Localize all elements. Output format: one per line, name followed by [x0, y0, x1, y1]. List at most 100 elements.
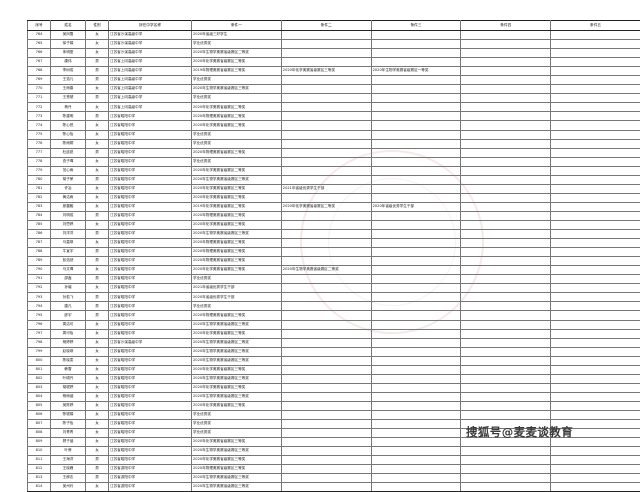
cell-school: 江苏省沙溪高级中学 — [109, 338, 192, 347]
cell-cond4 — [461, 465, 551, 474]
cell-seq: 766 — [28, 49, 51, 58]
cell-name: 陈心怡 — [51, 130, 86, 139]
cell-school: 江苏省昭阳中学 — [109, 239, 192, 248]
cell-name: 朱明霏 — [51, 49, 86, 58]
cell-cond1: 2020年化学奥赛省级赛区三等奖 — [192, 220, 282, 229]
cell-cond3 — [371, 121, 461, 130]
cell-sex: 女 — [86, 483, 109, 492]
cell-cond2 — [281, 85, 371, 94]
cell-cond5 — [551, 483, 640, 492]
cell-sex: 女 — [86, 383, 109, 392]
cell-cond2 — [281, 175, 371, 184]
cell-cond1: 2020年化学奥赛省级赛区三等奖 — [192, 456, 282, 465]
cell-cond5 — [551, 356, 640, 365]
cell-cond2 — [281, 420, 371, 429]
cell-cond5 — [551, 175, 640, 184]
cell-cond2 — [281, 365, 371, 374]
cell-cond4 — [461, 338, 551, 347]
cell-cond3 — [371, 85, 461, 94]
cell-school: 江苏省昭阳中学 — [109, 410, 192, 419]
cell-school: 江苏省昭阳中学 — [109, 130, 192, 139]
cell-school: 江苏省昭阳中学 — [109, 293, 192, 302]
cell-cond1: 2020年物理奥赛省级赛区二等奖 — [192, 112, 282, 121]
cell-cond2 — [281, 293, 371, 302]
cell-cond1: 2020年生物学奥赛省级赛区三等奖 — [192, 447, 282, 456]
column-header-sex: 性别 — [86, 21, 109, 31]
cell-cond1: 2020年生物学奥赛省级赛区二等奖 — [192, 338, 282, 347]
cell-school: 江苏省昭阳中学 — [109, 220, 192, 229]
cell-sex: 男 — [86, 275, 109, 284]
cell-cond3 — [371, 139, 461, 148]
cell-cond4 — [461, 365, 551, 374]
cell-school: 江苏省昭阳中学 — [109, 184, 192, 193]
cell-cond1: 2020年化学奥赛省级赛区三等奖 — [192, 193, 282, 202]
cell-cond1: 2020年生物学奥赛省级赛区二等奖 — [192, 49, 282, 58]
cell-cond1: 学业优秀奖 — [192, 94, 282, 103]
cell-cond3 — [371, 347, 461, 356]
table-header-row: 序号 姓名 性别 所在中学名称 条件一 条件二 条件三 条件四 条件五 — [28, 21, 640, 31]
cell-cond3 — [371, 365, 461, 374]
cell-cond5 — [551, 392, 640, 401]
cell-cond2 — [281, 374, 371, 383]
cell-sex: 女 — [86, 410, 109, 419]
cell-cond5 — [551, 202, 640, 211]
cell-cond5 — [551, 112, 640, 121]
cell-name: 黄洁雨 — [51, 193, 86, 202]
cell-cond4 — [461, 257, 551, 266]
cell-cond5 — [551, 338, 640, 347]
cell-seq: 784 — [28, 211, 51, 220]
cell-cond2 — [281, 94, 371, 103]
cell-cond2 — [281, 193, 371, 202]
cell-cond2 — [281, 220, 371, 229]
cell-name: 陈子怡 — [51, 420, 86, 429]
cell-school: 江苏省昭阳中学 — [109, 121, 192, 130]
cell-sex: 男 — [86, 311, 109, 320]
cell-name: 吴陈婷 — [51, 401, 86, 410]
cell-cond1: 2020年生物学奥赛省级赛区三等奖 — [192, 320, 282, 329]
cell-school: 江苏省昭阳中学 — [109, 420, 192, 429]
cell-cond3 — [371, 40, 461, 49]
cell-seq: 783 — [28, 202, 51, 211]
cell-cond5 — [551, 103, 640, 112]
cell-seq: 805 — [28, 401, 51, 410]
cell-seq: 807 — [28, 420, 51, 429]
cell-cond1: 学业优秀奖 — [192, 76, 282, 85]
cell-cond4 — [461, 94, 551, 103]
cell-cond3 — [371, 266, 461, 275]
cell-cond1: 2020年物理奥赛省级赛区三等奖 — [192, 148, 282, 157]
cell-name: 周洁可 — [51, 320, 86, 329]
cell-seq: 802 — [28, 374, 51, 383]
cell-cond3 — [371, 311, 461, 320]
cell-cond3 — [371, 383, 461, 392]
cell-seq: 811 — [28, 456, 51, 465]
cell-school: 江苏省昭阳中学 — [109, 392, 192, 401]
cell-cond4 — [461, 347, 551, 356]
cell-cond2 — [281, 429, 371, 438]
cell-cond5 — [551, 166, 640, 175]
cell-name: 王慧琥 — [51, 94, 86, 103]
cell-sex: 男 — [86, 94, 109, 103]
cell-cond3 — [371, 220, 461, 229]
cell-cond5 — [551, 311, 640, 320]
cell-sex: 女 — [86, 320, 109, 329]
cell-name: 胡子荣 — [51, 175, 86, 184]
cell-school: 江苏省昭阳中学 — [109, 266, 192, 275]
cell-seq: 774 — [28, 121, 51, 130]
cell-cond2 — [281, 166, 371, 175]
cell-school: 江苏省昭阳中学 — [109, 230, 192, 239]
cell-cond3 — [371, 483, 461, 492]
